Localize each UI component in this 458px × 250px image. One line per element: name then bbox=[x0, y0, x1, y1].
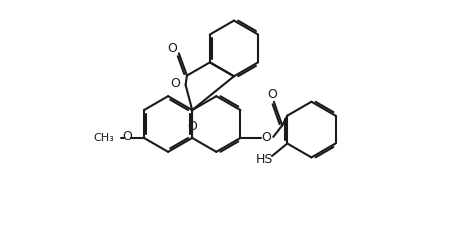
Text: O: O bbox=[167, 42, 177, 55]
Text: O: O bbox=[122, 130, 132, 143]
Text: O: O bbox=[267, 88, 277, 101]
Text: CH₃: CH₃ bbox=[93, 133, 114, 143]
Text: O: O bbox=[171, 78, 180, 90]
Text: O: O bbox=[262, 132, 271, 144]
Text: O: O bbox=[187, 120, 197, 134]
Text: HS: HS bbox=[256, 152, 273, 166]
